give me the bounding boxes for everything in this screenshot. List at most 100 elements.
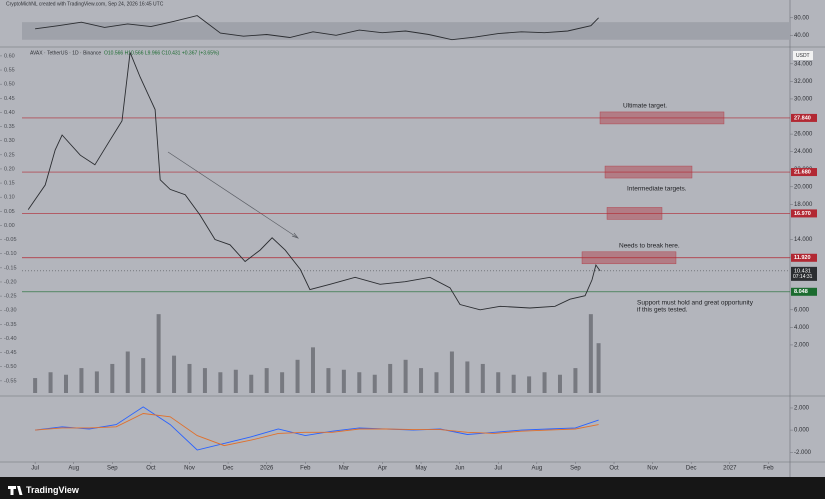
x-tick-label: Feb bbox=[300, 466, 311, 472]
left-tick-label: -0.30 bbox=[4, 308, 17, 314]
volume-bar bbox=[480, 363, 485, 393]
volume-bar bbox=[419, 368, 424, 393]
left-tick-label: 0.55 bbox=[4, 67, 15, 73]
volume-bar bbox=[172, 355, 177, 393]
y-tick-label: 0.000 bbox=[794, 428, 810, 434]
left-tick-label: 0.30 bbox=[4, 138, 15, 144]
volume-bar bbox=[357, 372, 362, 393]
volume-bar bbox=[264, 368, 269, 393]
attribution: CryptoMichNL created with TradingView.co… bbox=[6, 1, 164, 7]
level-label: 11.920 bbox=[794, 255, 811, 261]
left-tick-label: -0.45 bbox=[4, 350, 17, 356]
x-tick-label: Jun bbox=[455, 466, 465, 472]
left-tick-label: -0.20 bbox=[4, 279, 17, 285]
annotation: Ultimate target. bbox=[623, 103, 667, 110]
logo[interactable] bbox=[8, 486, 23, 495]
x-tick-label: Jul bbox=[494, 466, 502, 472]
series-line bbox=[35, 15, 599, 41]
annotation: Support must hold and great opportunity bbox=[637, 300, 754, 307]
volume-bar bbox=[372, 374, 377, 393]
volume-bar bbox=[496, 372, 501, 393]
left-tick-label: -0.15 bbox=[4, 265, 17, 271]
annotation: Needs to break here. bbox=[619, 243, 680, 250]
countdown: 07:14:31 bbox=[793, 274, 813, 280]
level-label: 27.840 bbox=[794, 115, 811, 121]
level-label: 16.970 bbox=[794, 211, 811, 217]
volume-bar bbox=[449, 351, 454, 393]
left-tick-label: -0.05 bbox=[4, 237, 17, 243]
target-zone bbox=[599, 111, 725, 125]
x-tick-label: Feb bbox=[763, 466, 774, 472]
x-tick-label: Nov bbox=[647, 466, 658, 472]
volume-bar bbox=[187, 363, 192, 393]
x-tick-label: Oct bbox=[146, 466, 156, 472]
x-tick-label: May bbox=[415, 466, 426, 472]
volume-bar bbox=[110, 363, 115, 393]
volume-bar bbox=[233, 369, 238, 393]
y-tick-label: 34.000 bbox=[794, 61, 813, 67]
volume-bar bbox=[326, 368, 331, 393]
left-tick-label: -0.25 bbox=[4, 294, 17, 300]
volume-bar bbox=[588, 314, 593, 393]
current-price-box bbox=[791, 266, 817, 281]
level-label-box bbox=[791, 209, 817, 218]
volume-bar bbox=[596, 343, 601, 393]
volume-bar bbox=[48, 372, 53, 393]
volume-bar bbox=[557, 374, 562, 393]
y-tick-label: 40.00 bbox=[794, 33, 810, 39]
volume-bar bbox=[527, 376, 532, 393]
currency[interactable]: USDT bbox=[796, 53, 810, 59]
left-tick-label: 0.35 bbox=[4, 124, 15, 130]
arrow-head bbox=[291, 232, 300, 239]
y-tick-label: 4.000 bbox=[794, 325, 810, 331]
volume-bar bbox=[79, 368, 84, 393]
x-tick-label: 2026 bbox=[260, 466, 274, 472]
y-tick-label: 24.000 bbox=[794, 149, 813, 155]
level-label: 21.680 bbox=[794, 169, 811, 175]
level-label-box bbox=[791, 253, 817, 262]
target-zone bbox=[606, 207, 663, 220]
chart-background bbox=[0, 0, 825, 477]
left-tick-label: -0.55 bbox=[4, 378, 17, 384]
footer-bar bbox=[0, 477, 825, 499]
volume-bar bbox=[94, 371, 99, 393]
target-zone bbox=[581, 251, 677, 265]
left-tick-label: -0.35 bbox=[4, 322, 17, 328]
volume-bar bbox=[573, 368, 578, 393]
x-tick-label: Nov bbox=[184, 466, 195, 472]
x-tick-label: Sep bbox=[107, 466, 118, 472]
series-line bbox=[35, 406, 599, 451]
volume-bar bbox=[63, 374, 68, 393]
y-tick-label: 30.000 bbox=[794, 97, 813, 103]
x-tick-label: 2027 bbox=[723, 466, 737, 472]
y-tick-label: 2.000 bbox=[794, 406, 810, 412]
x-tick-label: Mar bbox=[339, 466, 349, 472]
volume-bar bbox=[403, 359, 408, 393]
x-tick-label: Dec bbox=[223, 466, 234, 472]
volume-bar bbox=[125, 351, 130, 393]
volume-bar bbox=[141, 358, 146, 393]
left-tick-label: 0.60 bbox=[4, 53, 15, 59]
x-tick-label: Aug bbox=[531, 466, 542, 472]
series-line bbox=[35, 413, 599, 447]
level-label-box bbox=[791, 287, 817, 296]
x-tick-label: Sep bbox=[570, 466, 581, 472]
volume-bar bbox=[465, 361, 470, 393]
x-tick-label: Oct bbox=[609, 466, 619, 472]
left-tick-label: 0.10 bbox=[4, 195, 15, 201]
level-label-box bbox=[791, 168, 817, 177]
symbol-info: AVAX · TetherUS · 1D · Binance bbox=[30, 50, 101, 56]
currency-box[interactable] bbox=[793, 51, 813, 60]
series-line bbox=[27, 52, 601, 311]
y-tick-label: -2.000 bbox=[794, 450, 812, 456]
y-tick-label: 32.000 bbox=[794, 79, 813, 85]
volume-bar bbox=[341, 369, 346, 393]
x-tick-label: Aug bbox=[68, 466, 79, 472]
volume-bar bbox=[542, 372, 547, 393]
brand[interactable]: TradingView bbox=[26, 485, 80, 495]
y-tick-label: 18.000 bbox=[794, 202, 813, 208]
volume-bar bbox=[280, 372, 285, 393]
volume-bar bbox=[388, 363, 393, 393]
left-tick-label: 0.45 bbox=[4, 96, 15, 102]
